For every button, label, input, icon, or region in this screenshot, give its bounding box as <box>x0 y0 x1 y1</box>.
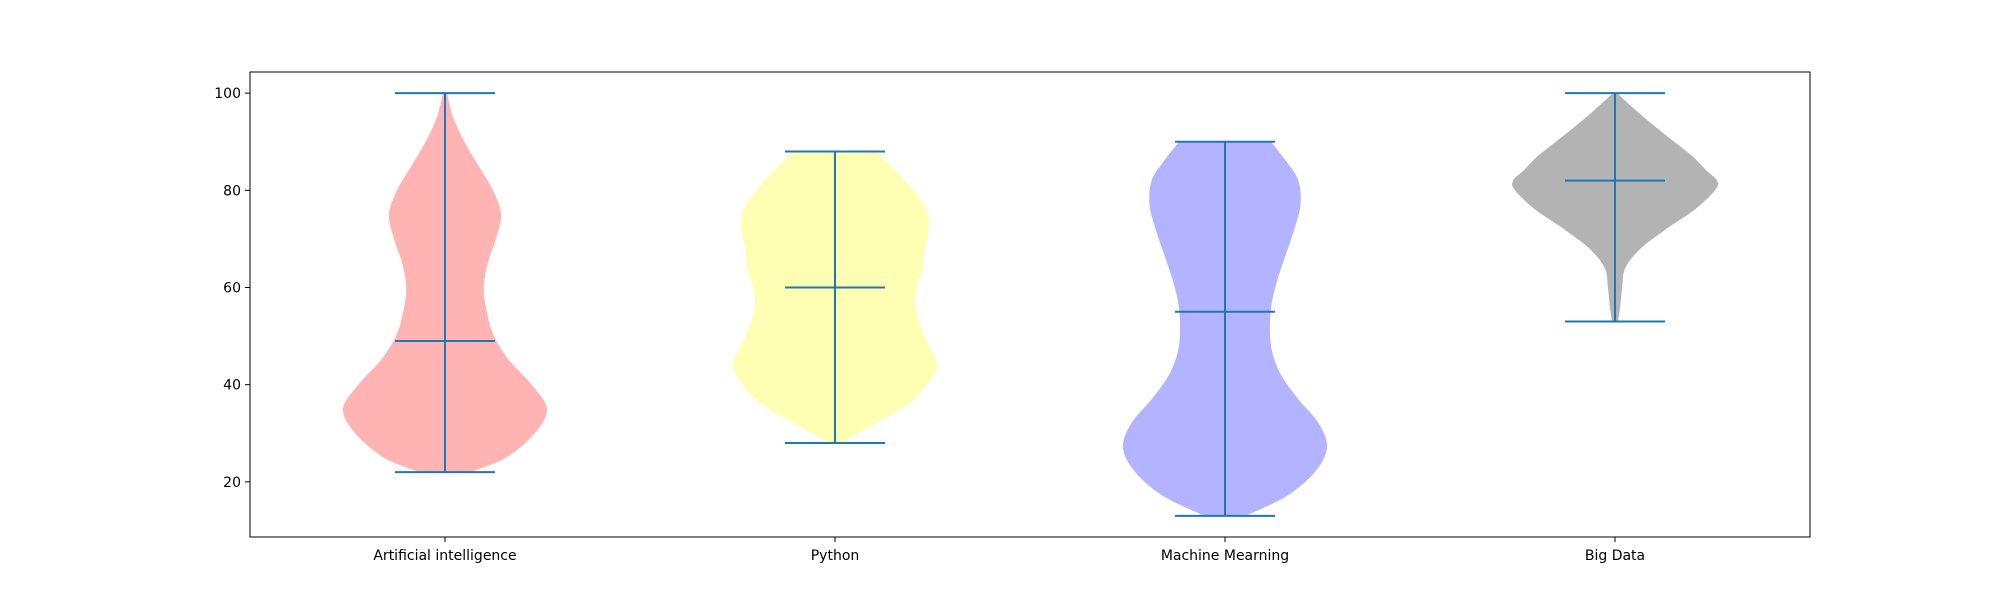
x-tick-label-big-data: Big Data <box>1585 548 1645 564</box>
violins-layer <box>342 93 1718 516</box>
y-tick-label-100: 100 <box>214 86 241 102</box>
y-axis: 20 40 60 80 100 <box>214 86 250 491</box>
y-tick-label-60: 60 <box>223 280 241 296</box>
statistics-layer <box>395 92 1665 517</box>
x-tick-label-python: Python <box>811 548 860 564</box>
y-tick-label-40: 40 <box>223 378 241 394</box>
y-tick-label-80: 80 <box>223 183 241 199</box>
y-tick-label-20: 20 <box>223 475 241 491</box>
x-tick-label-machine-mearning: Machine Mearning <box>1161 548 1289 564</box>
plot-frame <box>249 71 1811 538</box>
x-axis: Artificial intelligence Python Machine Mea… <box>373 537 1645 564</box>
x-tick-label-artificial-intelligence: Artificial intelligence <box>373 548 516 564</box>
